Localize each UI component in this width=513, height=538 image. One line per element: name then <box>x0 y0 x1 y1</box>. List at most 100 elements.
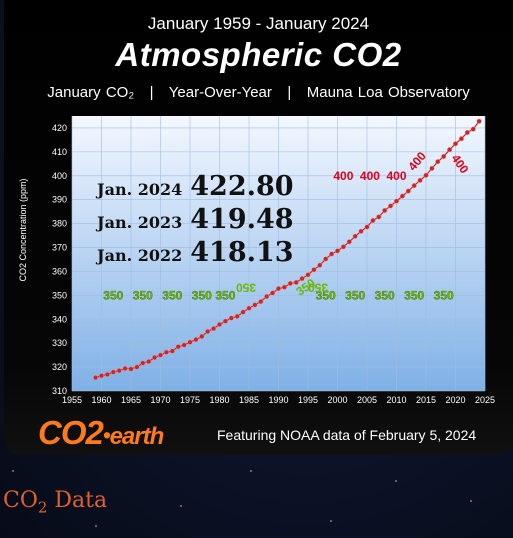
co2-earth-logo: CO2•earth <box>38 414 164 452</box>
data-point <box>334 248 341 254</box>
data-point <box>193 337 199 343</box>
callout-2023: Jan. 2023 419.48 <box>97 204 294 235</box>
callout-value: 418.13 <box>190 237 294 268</box>
title-text: Atmospheric <box>115 36 323 73</box>
data-point <box>258 299 264 305</box>
data-point <box>370 217 376 224</box>
data-point <box>417 177 423 183</box>
footer-label-main: CO <box>3 488 38 513</box>
subtitle: January CO₂ | Year-Over-Year | Mauna Loa… <box>47 84 470 101</box>
data-point <box>228 315 234 321</box>
marker-350: 350 <box>375 288 395 302</box>
data-point <box>393 198 400 204</box>
callout-2024: Jan. 2024 422.80 <box>97 171 294 202</box>
series-co2 <box>93 118 482 381</box>
y-tick-label: 320 <box>52 362 67 372</box>
x-tick-label: 1965 <box>121 395 141 405</box>
title-co2: CO2 <box>332 36 402 73</box>
logo-co2: CO2 <box>38 414 104 451</box>
data-point <box>287 280 293 286</box>
data-point <box>317 262 323 268</box>
data-point <box>458 136 464 142</box>
callout-2022: Jan. 2022 418.13 <box>97 237 294 268</box>
data-point <box>140 360 146 366</box>
data-point <box>429 165 435 171</box>
grid <box>71 116 486 392</box>
x-tick-label: 2010 <box>386 395 406 405</box>
data-point <box>423 172 429 178</box>
data-point <box>234 313 240 319</box>
data-point <box>323 256 329 262</box>
data-point <box>122 365 128 372</box>
page-title: Atmospheric CO2 <box>4 36 513 74</box>
y-tick-label: 380 <box>52 219 67 229</box>
data-point <box>352 233 358 239</box>
star <box>250 470 252 472</box>
callout-label: Jan. 2022 <box>97 246 183 265</box>
data-point <box>305 272 311 278</box>
data-point <box>104 371 110 378</box>
marker-350: 350 <box>103 288 123 302</box>
x-tick-label: 1990 <box>268 395 288 405</box>
data-point <box>110 369 116 375</box>
footer-label-sub: 2 <box>37 498 48 517</box>
data-point <box>93 375 99 381</box>
y-axis-ticks: 310 320 330 340 350 360 370 380 390 400 410 420 <box>52 123 67 396</box>
callout-label: Jan. 2023 <box>97 213 183 232</box>
marker-350-rotated: 350 <box>236 280 256 294</box>
y-axis-label: CO2 Concentration (ppm) <box>18 178 28 281</box>
data-point <box>246 305 252 311</box>
data-point <box>264 293 270 300</box>
marker-350: 350 <box>133 288 153 302</box>
data-point <box>281 284 287 290</box>
x-tick-label: 1995 <box>298 395 318 405</box>
x-tick-label: 1970 <box>150 395 170 405</box>
data-point <box>181 342 187 348</box>
data-point <box>452 141 459 147</box>
data-point <box>146 359 152 365</box>
co2-data-label: CO2 Data <box>3 488 107 516</box>
data-point <box>340 244 346 250</box>
x-axis-ticks: 1955 1960 1965 1970 1975 1980 1985 1990 1995 2000… <box>62 395 495 405</box>
data-point <box>399 193 405 199</box>
x-tick-label: 1980 <box>209 395 229 405</box>
data-point <box>187 339 193 345</box>
y-tick-label: 340 <box>52 314 67 324</box>
co2-line-chart: 310 320 330 340 350 360 370 380 390 400 410 420 195… <box>18 116 495 405</box>
data-point <box>175 344 181 350</box>
data-point <box>447 147 453 153</box>
callout-value: 419.48 <box>190 204 294 235</box>
y-tick-label: 370 <box>52 243 67 253</box>
star <box>395 480 397 482</box>
x-tick-label: 2005 <box>357 395 377 405</box>
data-point <box>240 309 246 315</box>
data-point <box>476 118 482 124</box>
data-point <box>329 251 335 257</box>
data-point <box>299 276 305 282</box>
marker-400: 400 <box>386 169 406 183</box>
data-point <box>441 153 447 159</box>
data-point <box>364 224 370 230</box>
data-point <box>293 279 299 285</box>
x-tick-label: 1985 <box>239 395 259 405</box>
callout-label: Jan. 2024 <box>97 180 183 199</box>
y-tick-label: 360 <box>52 266 67 276</box>
marker-350: 350 <box>345 288 365 302</box>
data-point <box>116 368 122 374</box>
data-point <box>311 267 317 273</box>
data-point <box>376 214 382 220</box>
data-point <box>405 188 411 194</box>
marker-350: 350 <box>316 288 336 302</box>
logo-dot: • <box>102 422 111 448</box>
x-tick-label: 1960 <box>91 395 111 405</box>
data-point <box>346 239 352 245</box>
marker-350: 350 <box>404 288 424 302</box>
data-point <box>199 333 205 340</box>
data-point <box>216 321 223 328</box>
y-tick-label: 310 <box>52 386 67 396</box>
data-point <box>470 126 476 132</box>
data-point <box>98 373 105 379</box>
star <box>95 525 97 527</box>
data-point <box>152 354 158 361</box>
y-tick-label: 330 <box>52 338 67 348</box>
